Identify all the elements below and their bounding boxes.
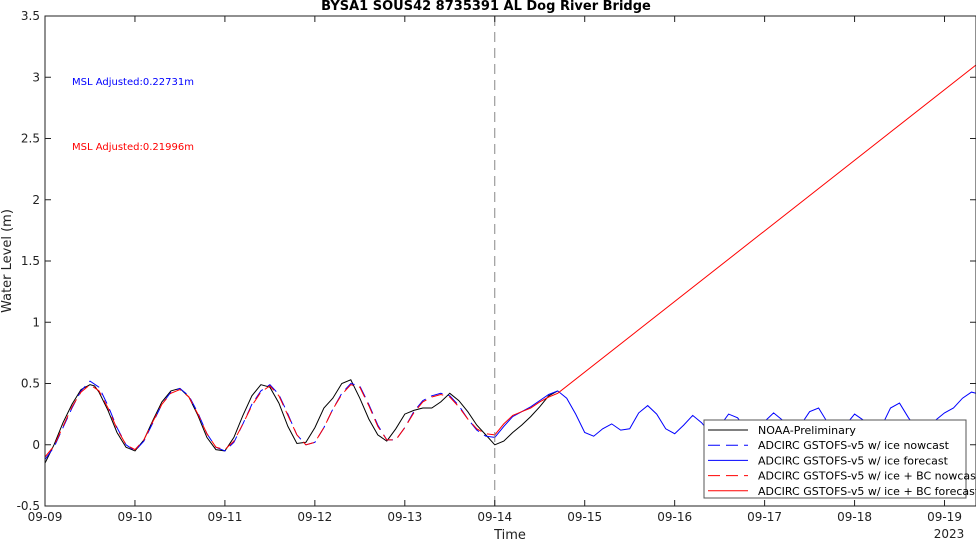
x-tick-label: 09-17 bbox=[747, 510, 782, 524]
y-tick-label: 0.5 bbox=[21, 377, 40, 391]
x-axis-label: Time bbox=[493, 528, 526, 541]
axes-layer: 09-09 09-10 09-11 09-12 09-13 09-14 09-15 09-16… bbox=[17, 9, 976, 524]
y-axis-label: Water Level (m) bbox=[0, 209, 15, 313]
x-tick-label: 09-15 bbox=[567, 510, 602, 524]
y-tick-label: 3.5 bbox=[21, 9, 40, 23]
x-tick-label: 09-19 bbox=[927, 510, 962, 524]
x-tick-label: 09-09 bbox=[28, 510, 63, 524]
series-layer bbox=[44, 64, 976, 464]
x-tick-label: 09-11 bbox=[207, 510, 242, 524]
x-tick-label: 09-12 bbox=[297, 510, 332, 524]
x-tick-label: 09-13 bbox=[387, 510, 422, 524]
y-tick-label: 1 bbox=[32, 315, 40, 329]
msl-annotation-1: MSL Adjusted:0.22731m bbox=[72, 77, 194, 88]
legend-label-2: ADCIRC GSTOFS-v5 w/ ice nowcast bbox=[758, 439, 950, 452]
annotation-layer: MSL Adjusted:0.22731m MSL Adjusted:0.2199… bbox=[72, 77, 194, 153]
y-tick-label: -0.5 bbox=[17, 499, 40, 513]
msl-annotation-2: MSL Adjusted:0.21996m bbox=[72, 142, 194, 153]
x-tick-label: 09-10 bbox=[118, 510, 153, 524]
x-tick-label: 09-18 bbox=[837, 510, 872, 524]
x-axis-year-label: 2023 bbox=[934, 527, 965, 541]
legend-box bbox=[703, 419, 967, 499]
y-tick-label: 3 bbox=[32, 70, 40, 84]
y-tick-label: 0 bbox=[32, 438, 40, 452]
series-line-5 bbox=[494, 64, 976, 436]
x-tick-label: 09-14 bbox=[477, 510, 512, 524]
legend: NOAA-Preliminary ADCIRC GSTOFS-v5 w/ ice … bbox=[703, 419, 976, 499]
x-tick-label: 09-16 bbox=[657, 510, 692, 524]
legend-label-1: NOAA-Preliminary bbox=[758, 424, 856, 437]
series-line-1 bbox=[44, 379, 558, 464]
y-tick-label: 2.5 bbox=[21, 132, 40, 146]
legend-label-4: ADCIRC GSTOFS-v5 w/ ice + BC nowcast bbox=[758, 470, 976, 483]
legend-label-3: ADCIRC GSTOFS-v5 w/ ice forecast bbox=[758, 454, 949, 467]
series-line-3 bbox=[494, 390, 976, 438]
chart-title: BYSA1 SOUS42 8735391 AL Dog River Bridge bbox=[321, 0, 651, 14]
legend-label-5: ADCIRC GSTOFS-v5 w/ ice + BC forecast bbox=[758, 485, 976, 498]
series-line-4 bbox=[44, 384, 495, 458]
y-tick-label: 1.5 bbox=[21, 254, 40, 268]
y-tick-label: 2 bbox=[32, 193, 40, 207]
